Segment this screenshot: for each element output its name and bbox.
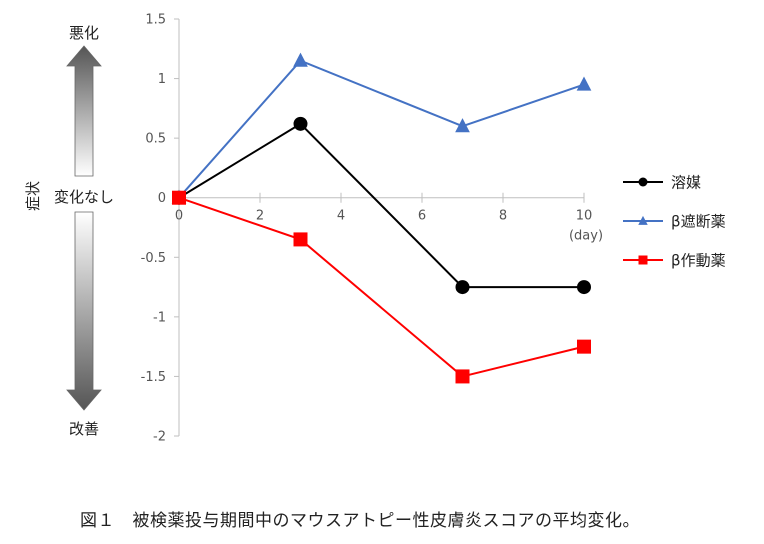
- y-tick-label: -1.5: [141, 370, 166, 385]
- x-tick-label: 2: [256, 209, 264, 224]
- x-tick-label: 8: [499, 209, 507, 224]
- data-point: [576, 76, 592, 91]
- series-markers: [171, 52, 592, 384]
- x-tick-label: 10: [576, 209, 593, 224]
- series-line: [178, 196, 585, 378]
- y-tick-label: 0.5: [145, 132, 166, 147]
- legend-label: β遮断薬: [671, 213, 726, 231]
- data-point: [172, 190, 186, 205]
- data-point: [577, 339, 591, 354]
- series-line: [178, 59, 585, 199]
- symptom-label: 症状: [24, 181, 42, 211]
- x-tick-label: 0: [175, 209, 183, 224]
- y-tick-label: -1: [153, 310, 166, 325]
- legend-label: 溶媒: [671, 174, 701, 192]
- figure-caption: 図１ 被検薬投与期間中のマウスアトピー性皮膚炎スコアの平均変化。: [80, 511, 640, 531]
- y-tick-label: -2: [153, 430, 166, 445]
- x-axis-label: (day): [569, 229, 603, 244]
- chart-axes: 1.5 1 0.5 0 -0.5 -1 -1.5 -2 0 2 4 6 8 10 (day): [141, 13, 603, 445]
- improve-label: 改善: [69, 420, 99, 438]
- data-point: [293, 232, 308, 247]
- y-tick-label: 0: [158, 191, 166, 206]
- data-point: [455, 369, 470, 384]
- worsen-label: 悪化: [69, 24, 99, 42]
- legend: 溶媒 β遮断薬 β作動薬: [623, 174, 726, 270]
- legend-marker: [638, 255, 648, 265]
- legend-label: β作動薬: [671, 252, 726, 270]
- improve-arrow-icon: [66, 211, 102, 411]
- legend-marker: [638, 177, 648, 187]
- x-tick-label: 6: [418, 209, 426, 224]
- y-tick-label: -0.5: [141, 251, 166, 266]
- data-point: [293, 52, 308, 67]
- x-tick-label: 4: [337, 209, 345, 224]
- series-lines: [178, 59, 585, 378]
- data-point: [293, 116, 308, 131]
- no-change-label: 変化なし: [54, 188, 114, 206]
- y-tick-label: 1: [158, 72, 166, 87]
- data-point: [455, 280, 470, 295]
- y-tick-label: 1.5: [145, 13, 166, 28]
- worsen-arrow-icon: [66, 45, 102, 177]
- series-line: [178, 122, 584, 289]
- data-point: [577, 280, 591, 295]
- data-point: [455, 118, 470, 133]
- legend-marker: [638, 215, 648, 225]
